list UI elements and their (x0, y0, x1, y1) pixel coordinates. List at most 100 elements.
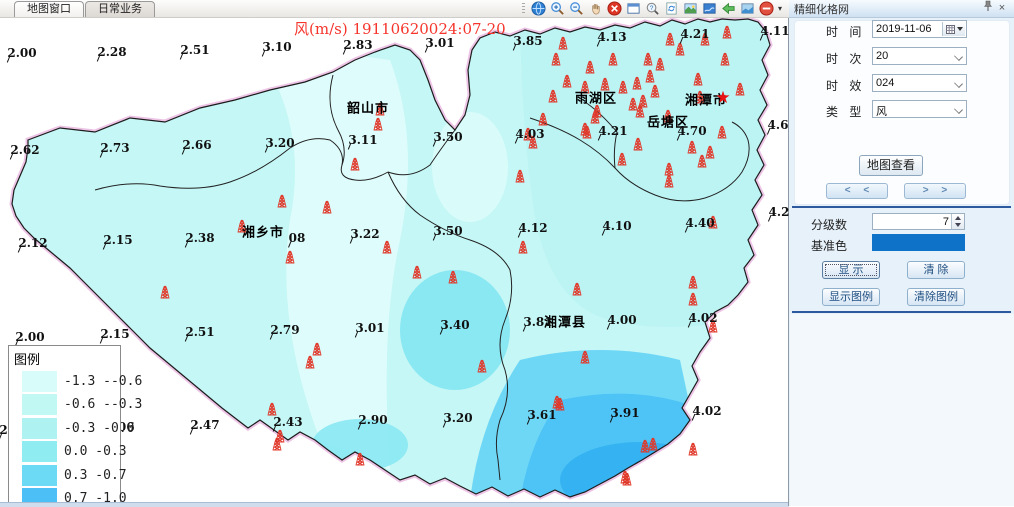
station-value: 3.01 (424, 36, 455, 53)
remove-icon[interactable] (758, 1, 774, 17)
hour-value: 20 (876, 50, 889, 62)
station-value: 2.00 (14, 330, 45, 347)
map-canvas[interactable]: 风(m/s) 19110620024:07-20 2.00 2.28 2.51 3.1… (0, 17, 789, 502)
panel-title: 精细化格网 (794, 3, 849, 16)
station-value: 2.83 (342, 38, 373, 55)
validity-field-label: 时 效 (826, 79, 866, 93)
export-image-icon[interactable] (739, 1, 755, 17)
image-icon[interactable] (682, 1, 698, 17)
legend-range-label: 0.7 -1.0 (64, 491, 127, 502)
tab-label: 地图窗口 (27, 3, 71, 15)
map-svg (0, 17, 789, 502)
clear-button[interactable]: 清 除 (907, 261, 965, 279)
legend-row: 0.3 -0.7 (9, 464, 127, 486)
calendar-icon[interactable] (942, 22, 965, 36)
city-star-icon: ★ (715, 88, 731, 107)
date-input[interactable]: 2019-11-06 (872, 20, 967, 38)
station-value: 4.00 (606, 313, 637, 330)
zoom-out-icon[interactable] (568, 1, 584, 17)
station-value: 2.51 (179, 43, 210, 60)
station-value: 4.6 (766, 118, 788, 135)
station-value: 4.02 (687, 311, 718, 328)
legend-swatch (22, 370, 57, 392)
spinner-arrows[interactable] (951, 214, 964, 229)
station-value: 2.43 (272, 415, 303, 432)
station-value: 4.02 (691, 404, 722, 421)
map-toolbar: ? ▾ (519, 0, 785, 17)
tab-map-window[interactable]: 地图窗口 (14, 1, 84, 17)
tab-daily-business[interactable]: 日常业务 (85, 1, 155, 17)
station-value: 4.03 (514, 127, 545, 144)
station-value: 4.2 (767, 205, 789, 222)
date-value: 2019-11-06 (876, 23, 932, 35)
stop-icon[interactable] (606, 1, 622, 17)
station-value: 3.20 (442, 411, 473, 428)
legend-swatch (22, 394, 57, 415)
base-color-label: 基准色 (811, 239, 848, 253)
refresh-icon[interactable] (663, 1, 679, 17)
window-icon[interactable] (625, 1, 641, 17)
grading-count-label: 分级数 (811, 218, 848, 232)
legend-row: -0.6 --0.3 (9, 394, 142, 415)
pin-icon[interactable] (981, 0, 995, 17)
legend-swatch (22, 417, 57, 439)
station-value: 3.01 (354, 321, 385, 338)
pan-icon[interactable] (587, 1, 603, 17)
station-value: 3.50 (432, 224, 463, 241)
station-value: 3.85 (512, 34, 543, 51)
next-button[interactable]: > > (904, 183, 966, 199)
zoom-in-icon[interactable] (549, 1, 565, 17)
panel-header: 精细化格网 × (789, 0, 1014, 18)
station-value: 3.50 (432, 130, 463, 147)
station-value: 3.22 (349, 227, 380, 244)
map-image-icon[interactable] (701, 1, 717, 17)
hour-select[interactable]: 20 (872, 47, 967, 65)
station-value: 2.12 (17, 236, 48, 253)
identify-icon[interactable]: ? (644, 1, 660, 17)
type-value: 风 (876, 106, 887, 118)
grading-count-input[interactable]: 7 (872, 213, 965, 230)
city-label: 韶山市 (346, 101, 390, 117)
station-value: 2.47 (189, 418, 220, 435)
type-select[interactable]: 风 (872, 100, 967, 118)
legend-row: 0.0 -0.3 (9, 441, 127, 462)
station-value: 2.62 (9, 143, 40, 160)
station-value: 4.21 (679, 27, 710, 44)
station-value: 2.66 (181, 138, 212, 155)
show-button[interactable]: 显 示 (822, 261, 880, 279)
panel-empty-area (790, 314, 1014, 506)
legend-swatch (22, 464, 57, 486)
validity-select[interactable]: 024 (872, 74, 967, 92)
legend-row: 0.7 -1.0 (9, 488, 127, 502)
map-view-button[interactable]: 地图查看 (859, 155, 923, 176)
station-value: 2.15 (99, 327, 130, 344)
legend-range-label: 0.3 -0.7 (64, 467, 127, 483)
toolbar-grip[interactable] (522, 2, 525, 15)
base-color-swatch[interactable] (872, 234, 965, 251)
globe-icon[interactable] (530, 1, 546, 17)
station-value: 2.15 (102, 233, 133, 250)
back-arrow-icon[interactable] (720, 1, 736, 17)
legend-range-label: 0.0 -0.3 (64, 444, 127, 459)
prev-button[interactable]: < < (826, 183, 888, 199)
station-value: 2.28 (96, 45, 127, 62)
legend-row: -1.3 --0.6 (9, 370, 142, 392)
station-value: 3.20 (264, 136, 295, 153)
city-label: 湘潭县 (543, 315, 587, 331)
close-icon[interactable]: × (998, 2, 1006, 14)
clear-legend-button[interactable]: 清除图例 (907, 288, 965, 306)
station-value: 2.38 (184, 231, 215, 248)
station-value: 4.40 (684, 216, 715, 233)
station-value: 4.11 (759, 24, 789, 41)
spin-down-icon (955, 223, 961, 228)
map-region (12, 19, 770, 502)
city-label: 湘乡市 (241, 225, 285, 241)
svg-text:?: ? (649, 5, 653, 12)
show-legend-button[interactable]: 显示图例 (822, 288, 880, 306)
station-value: 4.10 (601, 219, 632, 236)
overflow-caret-icon[interactable]: ▾ (778, 4, 783, 13)
city-label: 雨湖区 (574, 91, 618, 107)
station-value: 4.21 (597, 124, 628, 141)
legend-title: 图例 (14, 353, 41, 368)
separator (792, 206, 1011, 208)
